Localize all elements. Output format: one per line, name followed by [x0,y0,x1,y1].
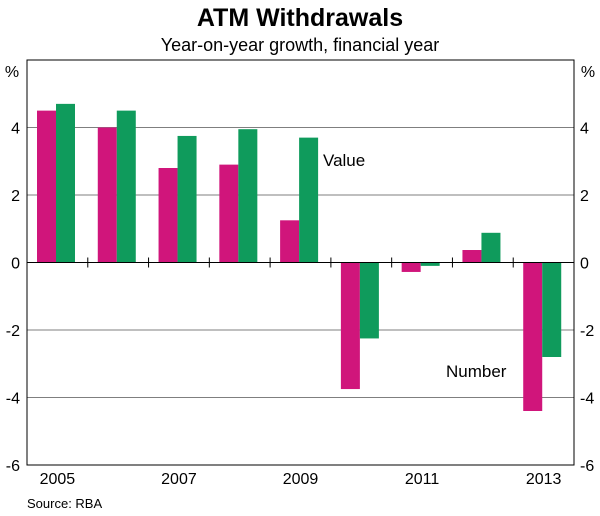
y-tick-label-left: -6 [6,458,20,475]
y-tick-label-left: 0 [11,256,20,273]
bar-value-2013 [542,262,562,357]
bar-number-2007 [158,168,178,263]
y-tick-label-right: -2 [580,323,594,340]
y-tick-label-right: 4 [580,121,589,138]
bar-number-2011 [401,262,421,272]
legend-label-value: Value [323,151,365,170]
bar-value-2009 [299,137,319,263]
x-ticks: 2005 2007 2009 2011 2013 [26,257,575,488]
bar-number-2005 [37,110,56,263]
x-tick-label: 2011 [405,471,440,488]
bar-value-2010 [359,262,379,339]
y-tick-label-right: 0 [580,256,589,273]
chart-title: ATM Withdrawals [196,4,404,32]
bars [37,103,562,411]
bar-value-2008 [238,129,258,263]
bar-value-2011 [420,262,440,266]
bar-value-2005 [56,103,75,263]
y-axis-left: -6 -4 -2 0 2 4 [6,121,20,476]
y-axis-right: -6 -4 -2 0 2 4 [580,121,594,476]
bar-value-2012 [481,232,501,263]
source-note: Source: RBA [27,496,103,511]
bar-value-2007 [177,135,197,263]
y-tick-label-left: 4 [11,121,20,138]
bar-number-2009 [280,220,300,263]
bar-number-2006 [97,127,117,263]
bar-number-2013 [523,262,543,411]
y-tick-label-left: -4 [6,391,20,408]
legend-label-number: Number [446,362,507,381]
y-tick-label-left: 2 [11,188,20,205]
y-axis-unit-left: % [5,64,19,81]
x-tick-label: 2013 [526,471,562,488]
y-tick-label-left: -2 [6,323,20,340]
bar-value-2006 [116,110,136,263]
bar-number-2008 [219,164,239,263]
y-axis-unit-right: % [581,64,595,81]
y-tick-label-right: 2 [580,188,589,205]
chart-subtitle: Year-on-year growth, financial year [160,35,440,55]
x-tick-label: 2005 [40,471,76,488]
y-tick-label-right: -6 [580,458,594,475]
y-tick-label-right: -4 [580,391,594,408]
x-tick-label: 2007 [161,471,197,488]
x-tick-label: 2009 [283,471,319,488]
bar-number-2010 [340,262,360,390]
bar-number-2012 [462,250,482,263]
